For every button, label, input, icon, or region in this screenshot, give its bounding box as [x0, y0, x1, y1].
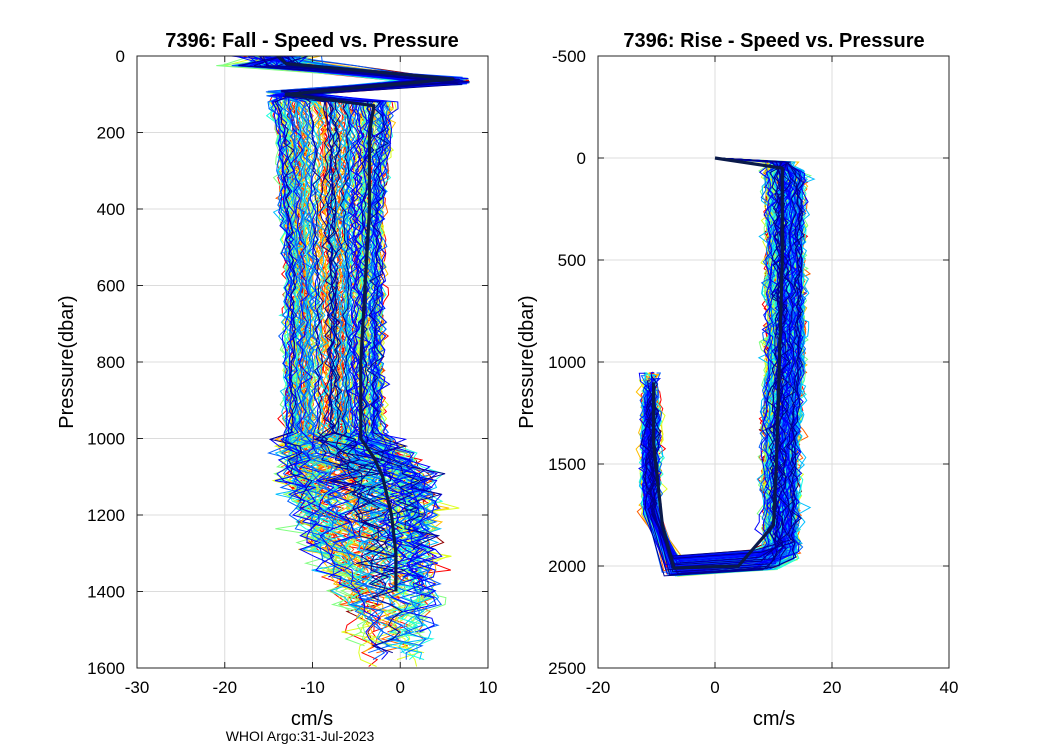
rise-ticks: -20 0 20 40 -500 0 500 1000 1500 2000 2500: [548, 47, 958, 697]
fall-x-tick-label: -10: [300, 678, 325, 697]
fall-profile-line: [246, 56, 459, 660]
rise-profile-line: [641, 157, 800, 572]
fall-profile-line: [290, 56, 453, 468]
fall-y-tick-label: 200: [97, 124, 125, 143]
fall-profile-line: [235, 56, 430, 543]
rise-profile-line: [649, 157, 804, 559]
fall-profile-line: [281, 56, 434, 605]
rise-axes-frame: [597, 55, 950, 669]
fall-profile-line: [283, 56, 464, 530]
footer-credit: WHOI Argo:31-Jul-2023: [226, 728, 375, 744]
fall-profile-line: [249, 56, 463, 661]
fall-ticks: -30 -20 -10 0 100200400600800100012001400160…: [87, 47, 497, 697]
fall-mean-profile: [276, 56, 455, 592]
fall-profile-line: [280, 56, 470, 495]
fall-profile-line: [242, 56, 440, 475]
fall-profile-line: [276, 56, 449, 571]
fall-subplot: -30 -20 -10 0 100200400600800100012001400160…: [56, 30, 497, 730]
fall-profile-line: [286, 56, 455, 550]
rise-y-tick-label: 2500: [548, 659, 586, 678]
fall-x-tick-label: 10: [479, 678, 498, 697]
fall-profile-line: [263, 56, 428, 578]
rise-y-tick-label: 2000: [548, 557, 586, 576]
fall-profile-line: [253, 56, 460, 654]
fall-profile-line: [256, 56, 468, 605]
rise-profile-line: [644, 157, 805, 574]
fall-y-tick-label: 400: [97, 200, 125, 219]
rise-profile-line: [639, 157, 795, 560]
fall-profile-line: [275, 56, 442, 557]
fall-y-axis-label: Pressure(dbar): [56, 295, 78, 428]
rise-y-axis-label: Pressure(dbar): [516, 295, 538, 428]
fall-x-tick-label: 0: [396, 678, 405, 697]
fall-x-tick-label: -30: [125, 678, 150, 697]
rise-y-tick-label: 0: [577, 149, 586, 168]
fall-profile-line: [259, 56, 443, 530]
rise-x-tick-label: 20: [823, 678, 842, 697]
fall-profile-line: [276, 56, 460, 488]
fall-y-tick-label: 1600: [87, 659, 125, 678]
fall-profile-line: [274, 56, 433, 530]
rise-y-tick-label: -500: [552, 47, 586, 66]
fall-profile-line: [275, 56, 430, 660]
fall-profile-line: [267, 56, 440, 530]
rise-x-axis-label: cm/s: [753, 708, 795, 730]
fall-profile-line: [247, 56, 437, 592]
fall-y-tick-label: 800: [97, 353, 125, 372]
rise-subplot: -20 0 20 40 -500 0 500 1000 1500 2000 2500 7396: R…: [516, 30, 958, 730]
rise-profile-line: [648, 157, 798, 573]
fall-profile-line: [277, 56, 444, 591]
fall-profile-lines: [216, 56, 470, 667]
rise-profile-line: [647, 157, 805, 557]
fall-profile-line: [249, 56, 443, 599]
fall-profile-line: [283, 56, 444, 585]
fall-x-tick-label: -20: [212, 678, 237, 697]
fall-y-tick-label: 600: [97, 277, 125, 296]
fall-profile-line: [270, 56, 468, 578]
fall-y-tick-label: 1400: [87, 583, 125, 602]
fall-y-tick-label: 0: [116, 47, 125, 66]
fall-profile-line: [279, 56, 456, 468]
fall-profile-line: [238, 56, 434, 550]
fall-profile-line: [262, 56, 460, 502]
fall-profile-line: [254, 56, 431, 460]
rise-y-tick-label: 1500: [548, 455, 586, 474]
rise-mean-profile: [652, 156, 784, 570]
fall-mean-line: [276, 56, 455, 592]
fall-x-axis-label: cm/s: [291, 708, 333, 730]
rise-x-tick-label: 40: [940, 678, 959, 697]
rise-x-tick-label: -20: [586, 678, 611, 697]
fall-y-tick-label: 1200: [87, 506, 125, 525]
rise-x-tick-label: 0: [710, 678, 719, 697]
fall-y-tick-label: 1000: [87, 430, 125, 449]
fall-profile-line: [237, 56, 449, 578]
fall-profile-line: [267, 56, 464, 543]
rise-y-tick-label: 1000: [548, 353, 586, 372]
rise-chart-title: 7396: Rise - Speed vs. Pressure: [623, 30, 924, 52]
fall-chart-title: 7396: Fall - Speed vs. Pressure: [165, 30, 459, 52]
rise-mean-line: [652, 156, 784, 570]
rise-profile-line: [644, 157, 782, 564]
fall-axes-frame: [136, 55, 489, 669]
fall-profile-line: [231, 56, 456, 564]
rise-profile-line: [643, 157, 789, 575]
rise-y-tick-label: 500: [558, 251, 586, 270]
